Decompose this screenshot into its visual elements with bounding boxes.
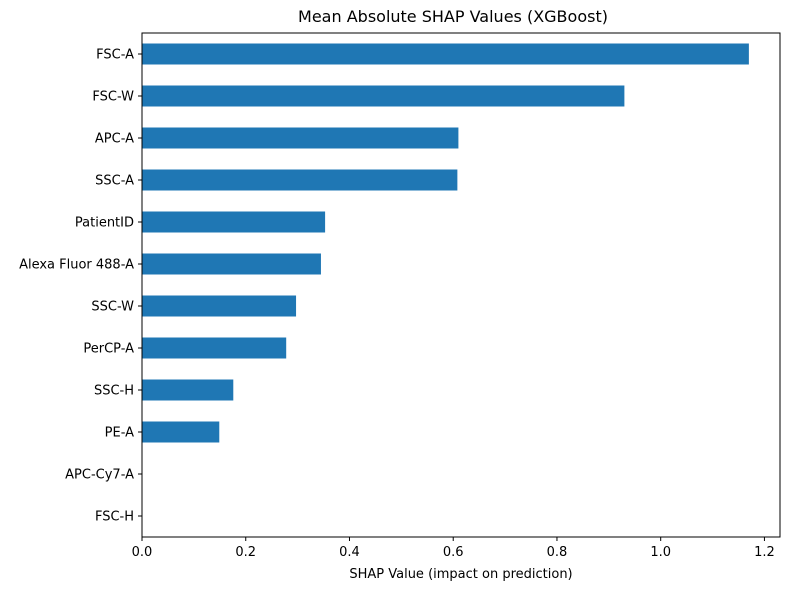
x-tick-label: 1.0 xyxy=(650,545,671,560)
x-tick-label: 0.0 xyxy=(132,545,153,560)
y-tick-label: PatientID xyxy=(75,216,134,231)
bar-percp-a xyxy=(142,337,287,359)
y-tick-label: PE-A xyxy=(105,426,134,441)
chart-title: Mean Absolute SHAP Values (XGBoost) xyxy=(298,7,608,26)
x-axis: 0.0 0.2 0.4 0.6 0.8 1.0 1.2 xyxy=(132,537,775,560)
y-tick-label: SSC-A xyxy=(95,174,134,189)
y-tick-label: APC-Cy7-A xyxy=(65,468,134,483)
x-tick-label: 0.6 xyxy=(443,545,464,560)
y-axis: FSC-A FSC-W APC-A SSC-A PatientID Alexa Fluor… xyxy=(19,48,142,525)
bar-pe-a xyxy=(142,421,220,443)
bar-ssc-w xyxy=(142,295,297,317)
y-tick-label: SSC-W xyxy=(91,300,134,315)
y-tick-label: Alexa Fluor 488-A xyxy=(19,258,134,273)
y-tick-label: APC-A xyxy=(95,132,134,147)
y-tick-label: SSC-H xyxy=(94,384,134,399)
x-axis-label: SHAP Value (impact on prediction) xyxy=(349,567,572,582)
bar-ssc-h xyxy=(142,379,234,401)
y-tick-label: FSC-A xyxy=(96,48,134,63)
bar-ssc-a xyxy=(142,169,458,191)
bar-fsc-w xyxy=(142,85,625,107)
x-tick-label: 0.8 xyxy=(547,545,568,560)
bar-apc-a xyxy=(142,127,459,149)
bar-patientid xyxy=(142,211,326,233)
y-tick-label: PerCP-A xyxy=(83,342,134,357)
plot-frame xyxy=(141,32,781,538)
bar-alexa-fluor-488-a xyxy=(142,253,321,275)
bar-fsc-a xyxy=(142,43,749,65)
x-tick-label: 0.2 xyxy=(235,545,256,560)
x-tick-label: 1.2 xyxy=(754,545,775,560)
y-tick-label: FSC-W xyxy=(92,90,134,105)
y-tick-label: FSC-H xyxy=(95,510,134,525)
bars-layer xyxy=(142,43,749,443)
x-tick-label: 0.4 xyxy=(339,545,360,560)
